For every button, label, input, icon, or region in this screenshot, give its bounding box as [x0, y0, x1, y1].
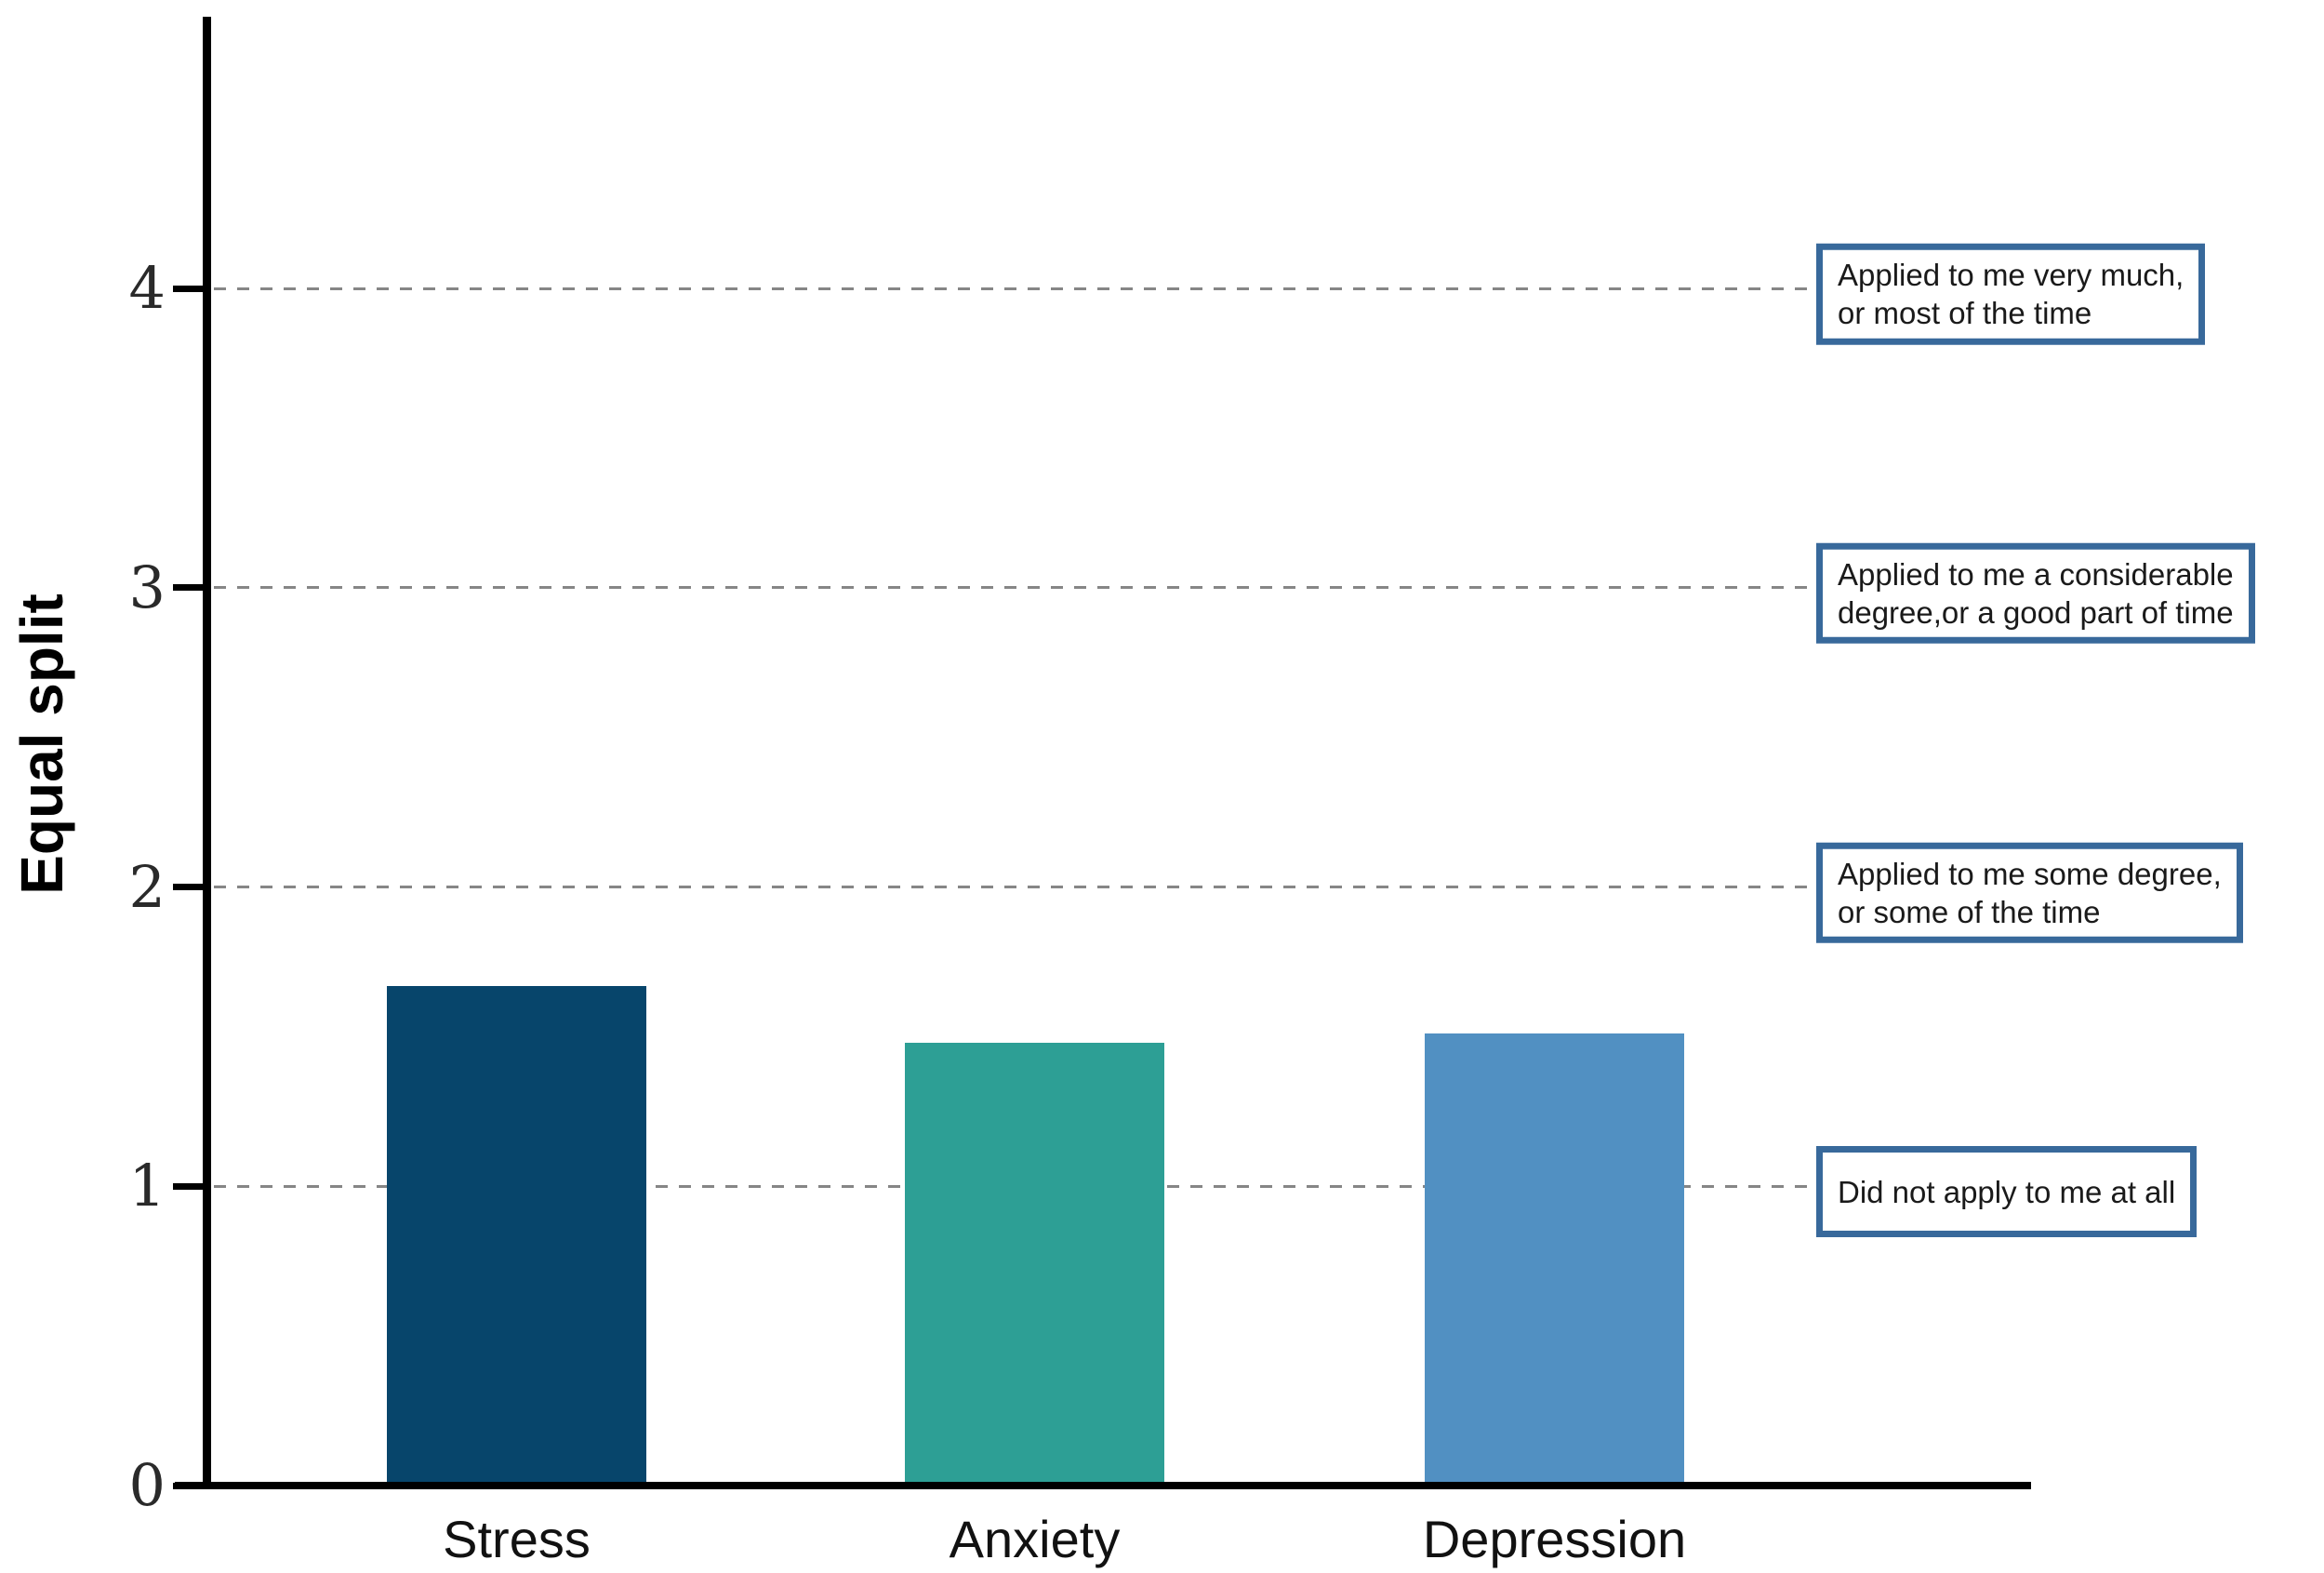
gridline-y3: [214, 586, 1813, 590]
y-tick-mark-3: [173, 584, 210, 592]
x-axis-line: [175, 1482, 2031, 1489]
annotation-text-line: or some of the time: [1838, 894, 2101, 929]
annotation-box-y4: Applied to me very much, or most of the t…: [1816, 243, 2206, 345]
x-category-label-depression: Depression: [1422, 1510, 1687, 1568]
gridline-y2: [214, 886, 1813, 889]
y-tick-label-2: 2: [128, 852, 166, 921]
annotation-text-line: Applied to me a considerable: [1838, 556, 2234, 592]
bar-stress: [387, 985, 646, 1484]
annotation-text-line: or most of the time: [1838, 296, 2092, 331]
x-category-label-stress: Stress: [443, 1510, 591, 1568]
annotation-text-line: Applied to me some degree,: [1838, 856, 2222, 891]
annotation-text-line: Did not apply to me at all: [1838, 1174, 2176, 1209]
annotation-box-y1: Did not apply to me at all: [1816, 1146, 2198, 1238]
annotation-text-line: Applied to me very much,: [1838, 257, 2185, 292]
y-tick-mark-2: [173, 884, 210, 891]
annotation-text-line: degree,or a good part of time: [1838, 594, 2234, 630]
gridline-y4: [214, 287, 1813, 290]
y-axis-title: Equal split: [8, 593, 75, 895]
bar-depression: [1425, 1033, 1684, 1484]
bar-anxiety: [905, 1042, 1164, 1484]
annotation-box-y2: Applied to me some degree, or some of the…: [1816, 842, 2243, 943]
y-tick-mark-1: [173, 1182, 210, 1190]
x-category-label-anxiety: Anxiety: [949, 1510, 1121, 1568]
y-tick-label-3: 3: [128, 553, 166, 621]
y-tick-label-1: 1: [128, 1152, 166, 1220]
y-axis-line: [203, 17, 211, 1489]
y-tick-label-4: 4: [128, 254, 166, 323]
y-tick-mark-4: [173, 285, 210, 292]
y-tick-mark-0: [173, 1482, 210, 1489]
annotation-box-y3: Applied to me a considerable degree,or a …: [1816, 542, 2255, 645]
y-tick-label-0: 0: [128, 1451, 166, 1519]
